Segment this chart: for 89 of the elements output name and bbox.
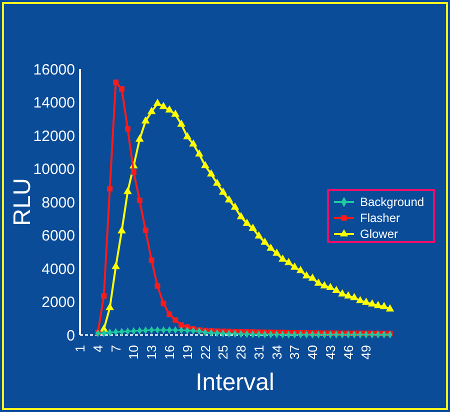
point — [160, 300, 166, 306]
x-tick-label: 19 — [180, 345, 195, 360]
point — [106, 302, 114, 310]
x-tick-label: 49 — [358, 345, 374, 360]
point — [141, 116, 150, 124]
x-tick-label: 10 — [126, 345, 142, 360]
point — [242, 218, 252, 226]
point — [101, 293, 107, 299]
point — [332, 286, 341, 294]
point — [308, 274, 317, 281]
point — [154, 283, 160, 289]
point — [153, 98, 162, 106]
point — [189, 139, 198, 147]
point — [302, 271, 311, 278]
y-tick-label: 8000 — [42, 194, 75, 212]
legend-label: Background — [360, 195, 424, 210]
y-tick-label: 10000 — [33, 161, 75, 178]
point — [107, 186, 113, 192]
point — [124, 186, 132, 194]
point — [224, 195, 234, 202]
point — [135, 134, 144, 142]
point — [171, 110, 180, 117]
point — [350, 292, 358, 300]
x-tick-label: 25 — [216, 345, 231, 360]
point — [206, 169, 216, 176]
legend-label: Flasher — [360, 211, 400, 226]
point — [344, 291, 352, 298]
point — [212, 178, 222, 186]
y-tick-label: 16000 — [33, 61, 75, 78]
point — [148, 257, 154, 263]
y-axis-title: RLU — [9, 178, 36, 226]
point — [284, 258, 293, 266]
point — [272, 248, 281, 256]
point — [260, 238, 269, 245]
x-tick-label: 13 — [144, 345, 160, 360]
point — [178, 322, 184, 328]
point — [147, 106, 156, 114]
point — [338, 289, 346, 297]
y-tick-label: 2000 — [42, 294, 75, 311]
point — [159, 102, 168, 110]
x-tick-label: 7 — [108, 345, 124, 352]
point — [136, 198, 142, 204]
point — [374, 300, 382, 308]
legend-label: Glower — [360, 227, 398, 242]
point — [124, 126, 130, 132]
y-tick-label: 12000 — [33, 128, 75, 145]
y-tick-label: 0 — [66, 327, 75, 344]
point — [278, 254, 287, 262]
x-tick-label: 16 — [162, 345, 177, 360]
x-tick-label: 31 — [251, 345, 266, 360]
point — [166, 311, 172, 317]
x-tick-label: 28 — [234, 345, 249, 360]
point — [380, 302, 388, 310]
x-tick-label: 1 — [72, 345, 88, 352]
x-tick-label: 4 — [90, 345, 106, 352]
x-tick-label: 22 — [198, 345, 213, 360]
point — [130, 169, 136, 175]
point — [248, 224, 258, 231]
y-tick-label: 4000 — [42, 260, 75, 278]
x-tick-label: 46 — [340, 345, 356, 360]
point — [172, 317, 178, 323]
x-tick-label: 37 — [287, 345, 302, 360]
y-tick-label: 14000 — [33, 94, 75, 112]
point — [362, 298, 370, 305]
y-tick-label: 6000 — [42, 228, 75, 244]
point — [266, 244, 275, 251]
x-axis-title: Interval — [196, 369, 274, 396]
point — [290, 262, 299, 270]
point — [183, 132, 192, 140]
point — [195, 149, 204, 157]
point — [326, 282, 335, 290]
point — [112, 262, 120, 270]
point — [236, 212, 246, 220]
point — [218, 188, 228, 195]
point — [314, 278, 323, 286]
point — [177, 120, 186, 127]
point — [201, 160, 210, 168]
point — [296, 266, 305, 274]
x-tick-label: 43 — [322, 345, 338, 360]
point — [118, 226, 126, 234]
point — [230, 202, 240, 210]
x-tick-label: 40 — [305, 345, 320, 360]
x-tick-label: 34 — [269, 345, 284, 360]
point — [165, 105, 174, 112]
point — [254, 231, 264, 238]
point — [142, 228, 148, 233]
point — [386, 304, 394, 312]
point — [356, 296, 364, 304]
point — [368, 299, 376, 306]
